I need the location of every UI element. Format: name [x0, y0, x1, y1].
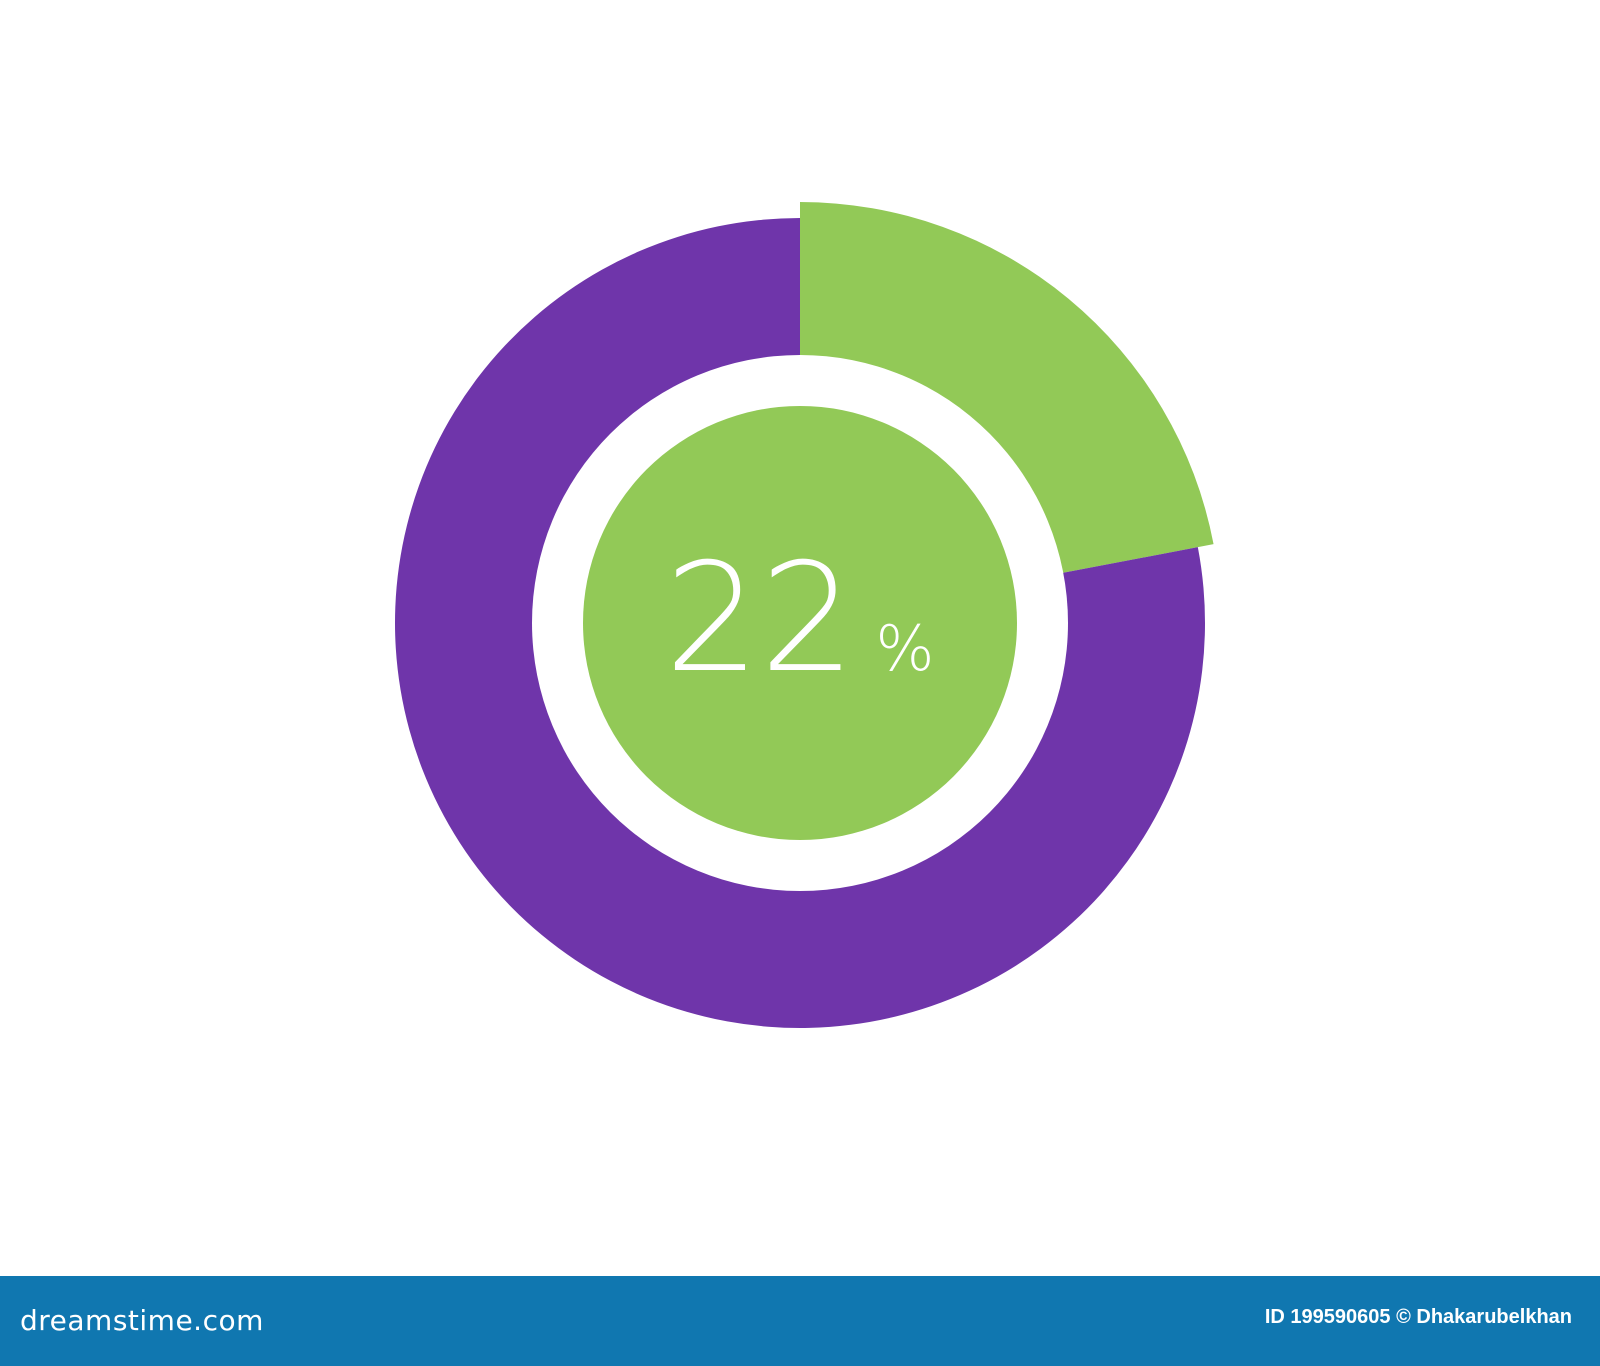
center-unit-label: %	[876, 612, 935, 685]
brand-logo[interactable]: dreamstime.com	[20, 1304, 264, 1337]
image-credit: ID 199590605 © Dhakarubelkhan	[1264, 1306, 1572, 1328]
footer-bar: dreamstime.com ID 199590605 © Dhakarubel…	[0, 1276, 1600, 1366]
center-value-label: 22	[665, 532, 856, 706]
center-disc	[583, 406, 1017, 840]
donut-chart: 22 %	[395, 202, 1214, 1028]
